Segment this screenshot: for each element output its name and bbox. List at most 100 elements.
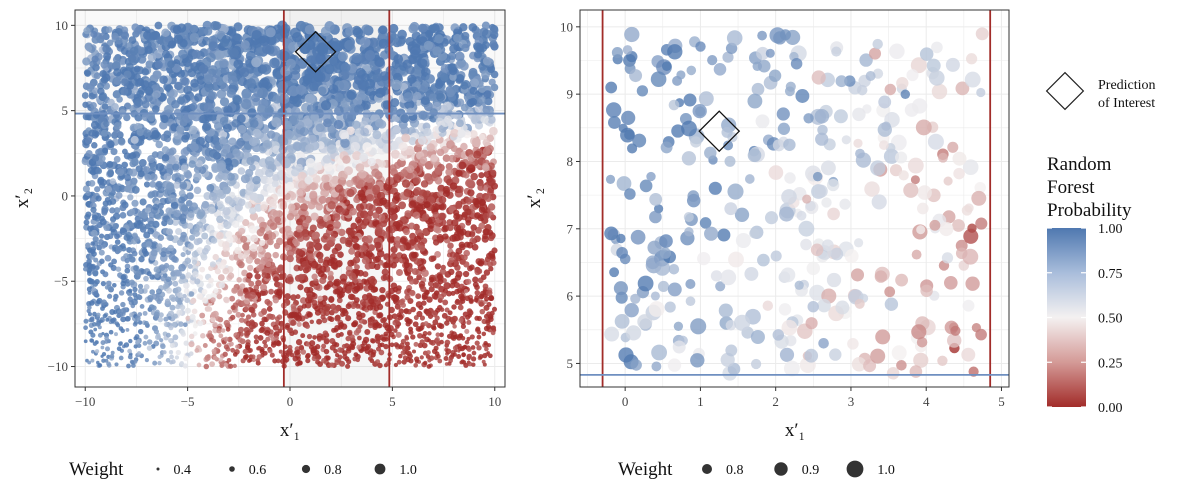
- scatter-point: [484, 194, 493, 202]
- scatter-point: [458, 283, 465, 290]
- scatter-point: [256, 228, 265, 237]
- scatter-point: [360, 127, 370, 137]
- scatter-point: [410, 251, 418, 259]
- scatter-point: [83, 339, 88, 344]
- scatter-point: [340, 278, 347, 285]
- scatter-point: [434, 351, 440, 357]
- scatter-point: [352, 256, 361, 264]
- scatter-point: [176, 239, 184, 246]
- scatter-point: [416, 310, 423, 318]
- scatter-point: [340, 138, 350, 148]
- scatter-point: [92, 235, 99, 243]
- scatter-point: [406, 107, 415, 117]
- scatter-point: [327, 270, 334, 277]
- scatter-point: [264, 298, 271, 305]
- scatter-point: [143, 129, 152, 138]
- scatter-point: [378, 38, 389, 49]
- scatter-point: [334, 315, 341, 322]
- scatter-point: [97, 332, 103, 338]
- scatter-point: [436, 92, 445, 102]
- scatter-point: [144, 45, 153, 55]
- scatter-point: [442, 154, 451, 163]
- scatter-point: [318, 195, 327, 204]
- scatter-point: [225, 327, 231, 332]
- scatter-point: [261, 309, 267, 316]
- scatter-point: [377, 303, 384, 310]
- scatter-point: [113, 207, 121, 214]
- scatter-point: [230, 314, 236, 321]
- scatter-point: [163, 316, 169, 322]
- scatter-point: [178, 263, 186, 272]
- scatter-point: [238, 331, 244, 337]
- scatter-point: [102, 147, 109, 154]
- scatter-point: [124, 263, 131, 270]
- scatter-point: [317, 295, 324, 302]
- scatter-point: [404, 350, 410, 355]
- scatter-point: [253, 339, 259, 345]
- scatter-point: [478, 85, 487, 93]
- scatter-point: [448, 257, 455, 264]
- scatter-point: [217, 203, 226, 212]
- scatter-point: [183, 85, 193, 95]
- scatter-point: [489, 126, 498, 136]
- scatter-point: [453, 253, 460, 261]
- scatter-point: [131, 185, 140, 194]
- scatter-point: [101, 205, 109, 213]
- scatter-point: [170, 271, 176, 277]
- scatter-point: [221, 241, 230, 249]
- scatter-point: [467, 189, 475, 197]
- scatter-point: [470, 78, 480, 88]
- scatter-point: [481, 359, 486, 364]
- scatter-point: [95, 195, 102, 202]
- scatter-point: [441, 118, 450, 128]
- scatter-point: [128, 338, 133, 344]
- scatter-point: [314, 242, 323, 251]
- scatter-point: [356, 314, 363, 321]
- scatter-point: [161, 146, 170, 154]
- scatter-point: [166, 228, 173, 236]
- scatter-point: [115, 266, 122, 272]
- scatter-point: [486, 289, 493, 297]
- scatter-point: [408, 200, 417, 209]
- scatter-point: [237, 261, 245, 269]
- scatter-point: [257, 335, 264, 341]
- scatter-point: [299, 297, 307, 304]
- scatter-point: [317, 337, 322, 342]
- scatter-point: [346, 346, 352, 352]
- scatter-point: [113, 122, 122, 130]
- scatter-point: [171, 99, 180, 109]
- scatter-point: [123, 342, 130, 348]
- scatter-point: [182, 363, 188, 369]
- scatter-point: [460, 335, 466, 341]
- scatter-point: [287, 344, 293, 350]
- scatter-point: [395, 331, 402, 338]
- scatter-point: [304, 176, 313, 185]
- scatter-point: [210, 311, 217, 318]
- scatter-point: [344, 166, 353, 176]
- scatter-point: [307, 201, 316, 210]
- scatter-point: [143, 284, 150, 290]
- scatter-point: [137, 283, 144, 289]
- scatter-point: [292, 329, 299, 335]
- scatter-point: [392, 319, 399, 326]
- scatter-point: [274, 216, 282, 224]
- scatter-point: [470, 356, 477, 362]
- scatter-point: [202, 343, 208, 348]
- scatter-point: [127, 54, 137, 63]
- scatter-point: [188, 125, 198, 135]
- scatter-point: [137, 170, 145, 178]
- scatter-point: [456, 353, 462, 360]
- scatter-point: [458, 317, 464, 323]
- scatter-point: [480, 115, 489, 124]
- scatter-point: [305, 358, 311, 364]
- scatter-point: [196, 221, 204, 229]
- scatter-point: [229, 295, 236, 302]
- scatter-point: [468, 264, 475, 271]
- scatter-point: [165, 207, 173, 215]
- scatter-point: [189, 313, 196, 321]
- scatter-point: [287, 276, 294, 283]
- scatter-point: [419, 355, 424, 360]
- scatter-point: [459, 228, 467, 236]
- scatter-point: [151, 293, 158, 300]
- scatter-point: [98, 233, 105, 239]
